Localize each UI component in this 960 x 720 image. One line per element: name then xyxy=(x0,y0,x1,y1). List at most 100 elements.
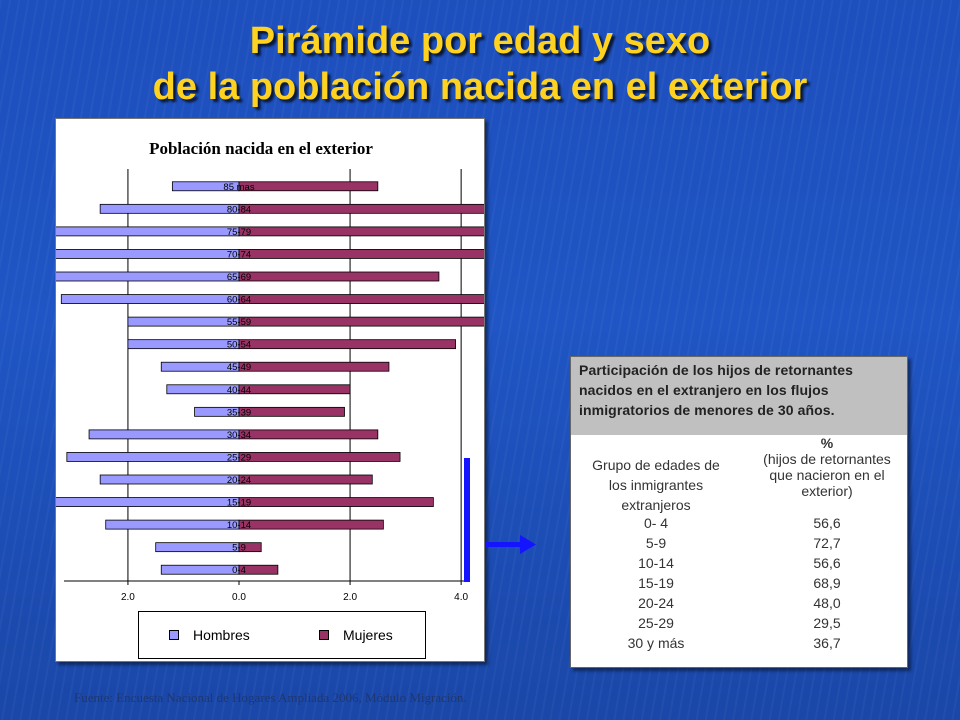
bar-mujeres xyxy=(238,519,384,530)
slide-title-line-2: de la población nacida en el exterior xyxy=(152,66,808,108)
table-row: 5-9 72,7 xyxy=(571,533,907,553)
table-row: 30 y más 36,7 xyxy=(571,633,907,653)
cell-percent: 56,6 xyxy=(813,555,841,571)
bar-mujeres xyxy=(238,542,262,553)
bar-mujeres xyxy=(238,497,434,507)
table-row: 0- 4 56,6 xyxy=(571,513,907,533)
category-label: 75-79 xyxy=(227,227,251,238)
bar-mujeres xyxy=(238,294,484,304)
bar-hombres xyxy=(56,497,240,507)
cell-age-group: 5-9 xyxy=(645,535,667,551)
legend-label-hombres: Hombres xyxy=(193,627,250,643)
category-label: 50-54 xyxy=(227,340,251,351)
cell-percent: 68,9 xyxy=(813,575,841,591)
cell-age-group: 25-29 xyxy=(638,615,674,631)
column-header-line: (hijos de retornantes xyxy=(763,451,891,467)
pyramid-chart: 85 mas 80-84 75-79 70-74 65-69 60-64 55-59 50-5… xyxy=(56,169,484,603)
legend-swatch-hombres xyxy=(169,630,179,640)
bar-mujeres xyxy=(238,271,440,282)
bar-mujeres xyxy=(238,226,484,237)
bar-hombres xyxy=(127,339,240,350)
category-label: 85 mas xyxy=(223,182,254,193)
slide-title-line-1: Pirámide por edad y sexo xyxy=(249,20,711,62)
column-header-line: los inmigrantes xyxy=(608,477,704,493)
category-label: 35-39 xyxy=(227,407,251,418)
category-label: 30-34 xyxy=(227,430,251,441)
cell-age-group: 0- 4 xyxy=(643,515,669,531)
category-label: 10-14 xyxy=(227,520,251,531)
bar-mujeres xyxy=(238,316,484,327)
bar-hombres xyxy=(56,226,240,237)
category-label: 80-84 xyxy=(227,204,251,215)
bar-hombres xyxy=(88,429,240,440)
cell-percent: 72,7 xyxy=(813,535,841,551)
chart-legend: Hombres Mujeres xyxy=(138,611,426,659)
table-header-line: Participación de los hijos de retornante… xyxy=(579,362,854,378)
bar-hombres xyxy=(127,316,240,327)
category-label: 25-29 xyxy=(227,452,251,463)
cell-percent: 56,6 xyxy=(813,515,841,531)
table-row: 25-29 29,5 xyxy=(571,613,907,633)
retornantes-table: Participación de los hijos de retornante… xyxy=(570,356,908,668)
column-header-line: Grupo de edades de xyxy=(592,457,720,473)
bar-mujeres xyxy=(238,203,484,214)
legend-label-mujeres: Mujeres xyxy=(343,627,393,643)
vertical-marker-bar xyxy=(464,458,470,582)
cell-age-group: 10-14 xyxy=(638,555,674,571)
bar-mujeres xyxy=(238,361,390,372)
cell-percent: 36,7 xyxy=(813,635,841,651)
column-header-percent: % (hijos de retornantes que nacieron en … xyxy=(747,435,907,499)
table-header-line: inmigratorios de menores de 30 años. xyxy=(579,402,835,418)
table-body: 0- 4 56,6 5-9 72,7 10-14 56,6 15-19 68,9… xyxy=(571,513,907,653)
bar-mujeres xyxy=(238,384,351,395)
bar-mujeres xyxy=(238,452,401,462)
bar-hombres xyxy=(155,542,240,553)
bar-hombres xyxy=(60,294,240,304)
bar-mujeres xyxy=(238,249,484,259)
table-row: 10-14 56,6 xyxy=(571,553,907,573)
chart-title: Población nacida en el exterior xyxy=(149,139,373,158)
column-header-line: extranjeros xyxy=(621,497,691,513)
x-tick-label: 0.0 xyxy=(232,592,246,603)
bar-mujeres xyxy=(238,564,279,575)
bar-hombres xyxy=(99,203,240,214)
column-header-age-group: Grupo de edades de los inmigrantes extra… xyxy=(571,455,741,515)
table-row: 15-19 68,9 xyxy=(571,573,907,593)
category-label: 15-19 xyxy=(227,498,251,509)
category-label: 0-4 xyxy=(232,565,246,576)
source-note: Fuente: Encuesta Nacional de Hogares Amp… xyxy=(74,690,467,705)
bar-mujeres xyxy=(238,429,379,440)
bar-hombres xyxy=(66,452,240,462)
x-tick-label: 2.0 xyxy=(343,592,357,603)
bar-hombres xyxy=(56,249,240,259)
bar-mujeres xyxy=(238,406,345,417)
cell-age-group: 15-19 xyxy=(638,575,674,591)
x-tick-label: 2.0 xyxy=(121,592,135,603)
bar-mujeres xyxy=(238,339,456,350)
bar-hombres xyxy=(105,519,240,530)
bar-hombres xyxy=(56,271,240,282)
column-header-line: que nacieron en el xyxy=(769,467,885,483)
right-arrow-icon xyxy=(486,535,536,554)
category-label: 65-69 xyxy=(227,272,251,283)
column-header-line: exterior) xyxy=(801,483,853,499)
cell-percent: 48,0 xyxy=(813,595,841,611)
cell-percent: 29,5 xyxy=(813,615,841,631)
legend-item-hombres: Hombres xyxy=(169,627,250,643)
legend-item-mujeres: Mujeres xyxy=(319,627,393,643)
slide-title: Pirámide por edad y sexo de la población… xyxy=(0,18,960,110)
category-label: 5-9 xyxy=(232,543,246,554)
category-label: 70-74 xyxy=(227,249,251,260)
table-row: 20-24 48,0 xyxy=(571,593,907,613)
cell-age-group: 20-24 xyxy=(638,595,674,611)
category-label: 55-59 xyxy=(227,317,251,328)
legend-swatch-mujeres xyxy=(319,630,329,640)
bar-mujeres xyxy=(238,181,379,192)
bar-mujeres xyxy=(238,474,373,485)
table-column-headers: Grupo de edades de los inmigrantes extra… xyxy=(571,435,907,513)
category-label: 20-24 xyxy=(227,475,251,486)
bar-hombres xyxy=(99,474,240,485)
x-tick-label: 4.0 xyxy=(454,592,468,603)
category-label: 40-44 xyxy=(227,385,251,396)
bar-hombres xyxy=(160,564,240,575)
